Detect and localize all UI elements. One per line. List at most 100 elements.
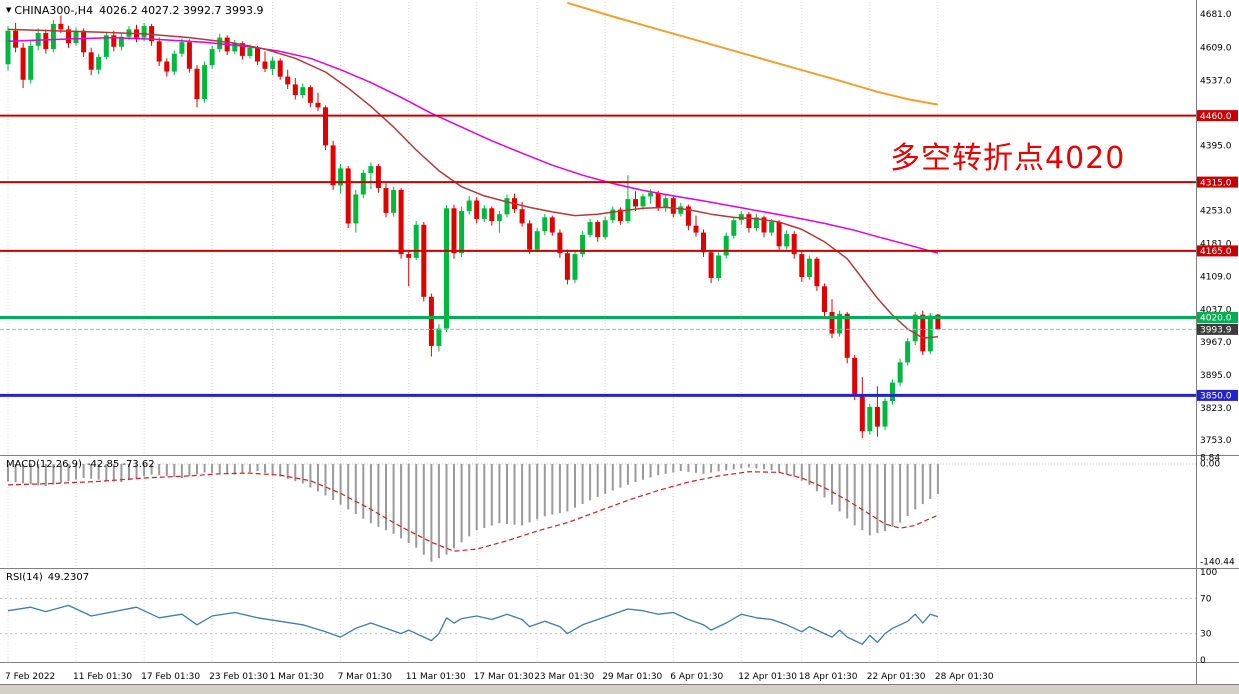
candle-body bbox=[678, 206, 684, 214]
candle-body bbox=[360, 172, 366, 195]
time-axis-label: 6 Apr 01:30 bbox=[670, 672, 723, 682]
candle-body bbox=[88, 52, 94, 70]
candle-body bbox=[927, 315, 933, 352]
macd-axis-label: -140.44 bbox=[1200, 558, 1235, 568]
candle-body bbox=[617, 209, 623, 222]
candle-body bbox=[670, 198, 676, 214]
candle-body bbox=[935, 314, 941, 330]
candle-body bbox=[156, 41, 162, 62]
candle-body bbox=[466, 200, 472, 212]
candle-body bbox=[292, 84, 298, 95]
time-axis-label: 11 Mar 01:30 bbox=[406, 672, 466, 682]
candle-body bbox=[338, 168, 344, 186]
price-axis-label: 4395.0 bbox=[1200, 141, 1232, 151]
candle-body bbox=[103, 35, 109, 57]
candle-body bbox=[50, 23, 56, 50]
annotation-text: 多空转折点4020 bbox=[890, 141, 1126, 176]
candle-body bbox=[398, 189, 404, 255]
candle-body bbox=[542, 217, 548, 232]
candle-body bbox=[149, 26, 155, 42]
price-axis-tag-bg bbox=[1197, 323, 1238, 335]
candle-body bbox=[391, 189, 397, 213]
candle-body bbox=[859, 394, 865, 432]
candle-body bbox=[43, 33, 49, 50]
candle-body bbox=[867, 406, 873, 432]
price-axis-tag-bg bbox=[1197, 110, 1238, 122]
time-axis-label: 23 Feb 01:30 bbox=[209, 672, 268, 682]
price-axis-label: 4037.0 bbox=[1200, 306, 1232, 316]
candle-body bbox=[806, 258, 812, 278]
candle-body bbox=[118, 36, 124, 47]
candle-body bbox=[920, 314, 926, 352]
candle-body bbox=[837, 313, 843, 334]
price-axis-label: 4537.0 bbox=[1200, 76, 1232, 86]
candle-body bbox=[141, 26, 147, 38]
candle-body bbox=[648, 192, 654, 197]
price-axis-label: 3753.0 bbox=[1200, 436, 1232, 446]
candle-body bbox=[451, 208, 457, 254]
price-axis-label: 4253.0 bbox=[1200, 207, 1232, 217]
candle-body bbox=[28, 45, 34, 80]
candle-body bbox=[345, 168, 351, 224]
candle-body bbox=[330, 145, 336, 186]
time-axis-label: 17 Mar 01:30 bbox=[474, 672, 534, 682]
candle-body bbox=[270, 60, 276, 69]
candle-body bbox=[572, 254, 578, 280]
candle-body bbox=[35, 33, 41, 46]
rsi-axis-label: 70 bbox=[1200, 594, 1212, 604]
candle-body bbox=[602, 220, 608, 238]
macd-signal-line bbox=[7, 471, 939, 552]
candle-body bbox=[897, 362, 903, 383]
candle-body bbox=[716, 255, 722, 278]
candle-body bbox=[723, 235, 729, 256]
candle-body bbox=[822, 286, 827, 312]
price-axis-label: 4181.0 bbox=[1200, 240, 1232, 250]
price-axis-label: 4681.0 bbox=[1200, 10, 1232, 20]
price-axis-tag-3850.0: 3850.0 bbox=[1200, 392, 1232, 402]
ma-red-line bbox=[7, 28, 938, 339]
candle-body bbox=[186, 42, 192, 69]
candle-body bbox=[368, 166, 374, 173]
candle-body bbox=[489, 208, 495, 222]
candle-body bbox=[905, 341, 911, 363]
candle-body bbox=[307, 87, 313, 103]
candle-body bbox=[383, 188, 389, 213]
time-axis-label: 1 Mar 01:30 bbox=[270, 672, 325, 682]
time-axis-label: 17 Feb 01:30 bbox=[141, 672, 200, 682]
symbol-period-label: CHINA300-,H4 bbox=[14, 4, 94, 17]
candle-body bbox=[315, 102, 321, 108]
time-axis-label: 12 Apr 01:30 bbox=[738, 672, 797, 682]
candle-body bbox=[20, 47, 26, 80]
candle-body bbox=[428, 296, 434, 346]
candle-body bbox=[693, 225, 699, 233]
candle-body bbox=[58, 23, 64, 30]
candle-body bbox=[436, 328, 442, 346]
time-axis-label: 11 Feb 01:30 bbox=[73, 672, 132, 682]
candle-body bbox=[708, 252, 714, 278]
bottom-strip bbox=[0, 685, 1239, 694]
candle-body bbox=[255, 47, 260, 62]
candle-body bbox=[799, 254, 805, 277]
price-axis-tag-bg bbox=[1197, 312, 1238, 323]
price-axis-tag-4315.0: 4315.0 bbox=[1200, 178, 1232, 188]
candle-body bbox=[852, 357, 858, 395]
price-axis-tag-4020.0: 4020.0 bbox=[1200, 314, 1232, 324]
candle-body bbox=[685, 206, 691, 226]
rsi-line bbox=[7, 604, 939, 645]
candle-body bbox=[731, 220, 737, 236]
time-axis-label: 23 Mar 01:30 bbox=[534, 672, 594, 682]
candle-body bbox=[784, 234, 790, 247]
symbol-marker-icon: ▼ bbox=[6, 6, 12, 14]
macd-axis-label: 0.00 bbox=[1200, 460, 1220, 470]
candle-body bbox=[406, 254, 412, 258]
rsi-indicator-label: RSI(14) 49.2307 bbox=[6, 572, 94, 583]
candle-body bbox=[640, 196, 646, 207]
candle-body bbox=[111, 35, 117, 47]
price-axis-tag-bg bbox=[1197, 176, 1238, 188]
candle-body bbox=[844, 313, 850, 358]
candle-body bbox=[202, 65, 208, 99]
candle-body bbox=[882, 400, 888, 427]
price-axis-tag-4460.0: 4460.0 bbox=[1200, 112, 1232, 122]
